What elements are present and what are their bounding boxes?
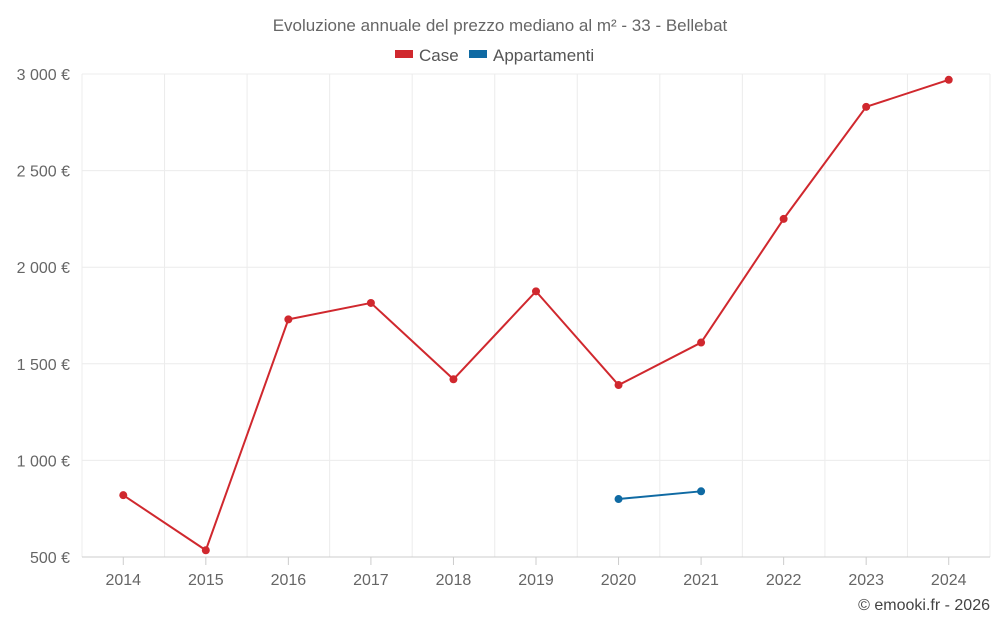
x-axis-tick-labels: 2014 2015 2016 2017 2018 2019 2020 2021 2022 2023… xyxy=(105,557,967,589)
series-line-appartamenti xyxy=(618,490,702,501)
legend-label-case: Case xyxy=(419,46,459,65)
y-axis-tick-labels: 500 € 1 000 € 1 500 € 2 000 € 2 500 € 3 000 € xyxy=(17,67,70,567)
data-point-case-2021[interactable] xyxy=(697,338,706,347)
series-layer xyxy=(119,75,953,555)
y-tick-label: 1 000 € xyxy=(17,453,70,470)
legend: Case Appartamenti xyxy=(395,46,594,65)
y-tick-label: 500 € xyxy=(30,550,70,567)
data-point-case-2019[interactable] xyxy=(532,287,540,296)
x-tick-label: 2024 xyxy=(931,572,967,589)
chart-title: Evoluzione annuale del prezzo mediano al… xyxy=(273,16,728,35)
x-tick-label: 2021 xyxy=(683,572,719,589)
y-tick-label: 2 000 € xyxy=(17,260,70,277)
x-tick-label: 2014 xyxy=(105,572,141,589)
legend-swatch-appartamenti xyxy=(469,50,487,58)
legend-item-case[interactable]: Case xyxy=(395,46,459,65)
data-point-case-2018[interactable] xyxy=(449,375,458,384)
data-point-case-2023[interactable] xyxy=(862,102,871,111)
y-tick-label: 2 500 € xyxy=(17,164,70,181)
x-tick-label: 2020 xyxy=(601,572,637,589)
data-point-case-2017[interactable] xyxy=(366,298,375,307)
x-tick-label: 2022 xyxy=(766,572,802,589)
data-point-appartamenti-2020[interactable] xyxy=(614,495,623,504)
legend-label-appartamenti: Appartamenti xyxy=(493,46,594,65)
x-tick-label: 2019 xyxy=(518,572,554,589)
y-gridlines xyxy=(82,73,990,558)
data-point-case-2024[interactable] xyxy=(944,75,953,84)
data-point-appartamenti-2021[interactable] xyxy=(697,487,706,496)
data-point-case-2014[interactable] xyxy=(119,491,128,500)
x-tick-label: 2023 xyxy=(848,572,884,589)
x-tick-label: 2016 xyxy=(271,572,307,589)
legend-swatch-case xyxy=(395,50,413,58)
series-appartamenti xyxy=(614,487,706,504)
legend-item-appartamenti[interactable]: Appartamenti xyxy=(469,46,594,65)
data-point-case-2022[interactable] xyxy=(779,214,788,223)
x-tick-label: 2017 xyxy=(353,572,389,589)
y-tick-label: 3 000 € xyxy=(17,67,70,84)
y-tick-label: 1 500 € xyxy=(17,357,70,374)
data-point-case-2020[interactable] xyxy=(614,381,623,390)
series-case xyxy=(119,75,953,555)
x-gridlines xyxy=(81,74,991,557)
credit-text: © emooki.fr - 2026 xyxy=(858,597,990,614)
x-tick-label: 2015 xyxy=(188,572,224,589)
x-tick-label: 2018 xyxy=(436,572,472,589)
data-point-case-2015[interactable] xyxy=(201,546,210,555)
data-point-case-2016[interactable] xyxy=(284,315,293,324)
